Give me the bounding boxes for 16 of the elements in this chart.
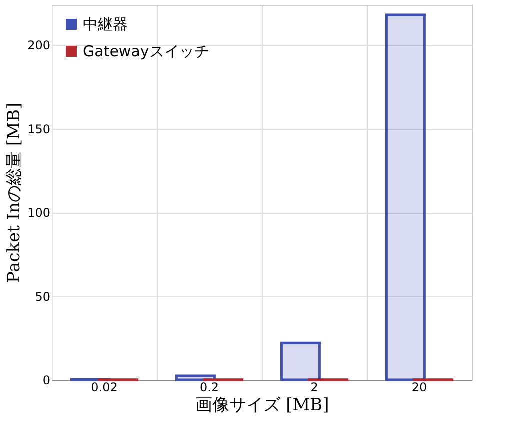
y-tick-label: 0 — [42, 374, 50, 388]
legend-label: 中継器 — [83, 16, 128, 34]
x-axis-title: 画像サイズ [MB] — [196, 396, 330, 416]
y-tick-label: 100 — [28, 206, 50, 220]
bar — [175, 374, 216, 382]
legend-label: Gatewayスイッチ — [83, 42, 210, 60]
x-tick-label: 2 — [310, 380, 318, 394]
y-axis-title: Packet Inの総量 [MB] — [4, 102, 25, 284]
bar — [280, 342, 321, 382]
x-tick-label: 20 — [412, 380, 428, 394]
bar — [385, 14, 426, 382]
y-tick-label: 200 — [28, 38, 50, 53]
x-tick-label: 0.2 — [200, 380, 220, 394]
y-tick-label: 50 — [35, 290, 50, 304]
y-tick-label: 150 — [28, 122, 50, 136]
x-tick-label: 0.02 — [91, 380, 118, 394]
